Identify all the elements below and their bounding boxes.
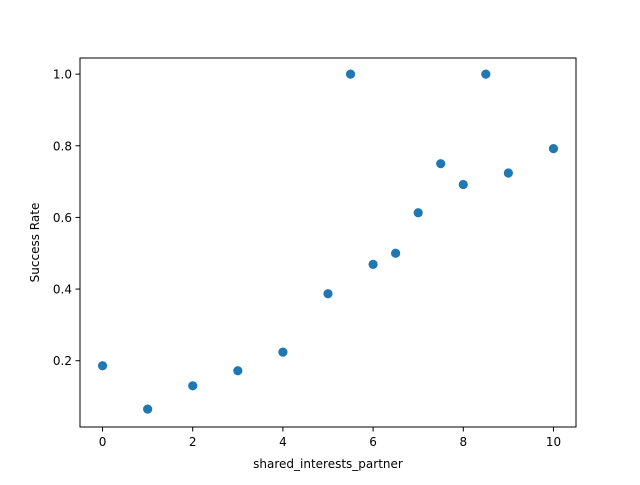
data-point-14 [548, 144, 559, 154]
data-point-5 [323, 289, 333, 299]
y-tick-label: 1.0 [53, 68, 72, 82]
y-tick-label: 0.4 [53, 283, 72, 297]
plot-frame [79, 57, 577, 428]
data-point-12 [481, 69, 491, 79]
x-tick-label: 4 [279, 435, 287, 449]
y-axis-label: Success Rate [28, 203, 42, 283]
data-point-11 [458, 179, 468, 190]
data-point-3 [233, 366, 243, 376]
data-point-7 [368, 259, 378, 269]
plot-area [79, 57, 577, 428]
data-point-4 [278, 347, 288, 357]
y-axis: 0.2 0.4 0.6 0.8 1.0 [53, 68, 80, 368]
y-tick-label: 0.6 [53, 211, 72, 225]
y-tick-label: 0.8 [53, 139, 72, 153]
y-tick-label: 0.2 [53, 354, 72, 368]
data-point-10 [436, 159, 446, 169]
x-tick-label: 2 [189, 435, 197, 449]
data-point-1 [143, 404, 153, 414]
data-points [97, 69, 559, 414]
x-tick-label: 0 [99, 435, 107, 449]
data-point-8 [391, 248, 401, 258]
x-tick-label: 6 [369, 435, 377, 449]
data-point-9 [413, 208, 423, 218]
data-point-2 [188, 381, 198, 391]
x-axis-label: shared_interests_partner [253, 457, 403, 471]
data-point-0 [97, 361, 108, 371]
data-point-6 [345, 69, 356, 79]
data-point-13 [503, 168, 513, 178]
x-tick-label: 8 [459, 435, 467, 449]
x-axis: 0 2 4 6 8 10 [99, 427, 561, 449]
x-tick-label: 10 [546, 435, 561, 449]
